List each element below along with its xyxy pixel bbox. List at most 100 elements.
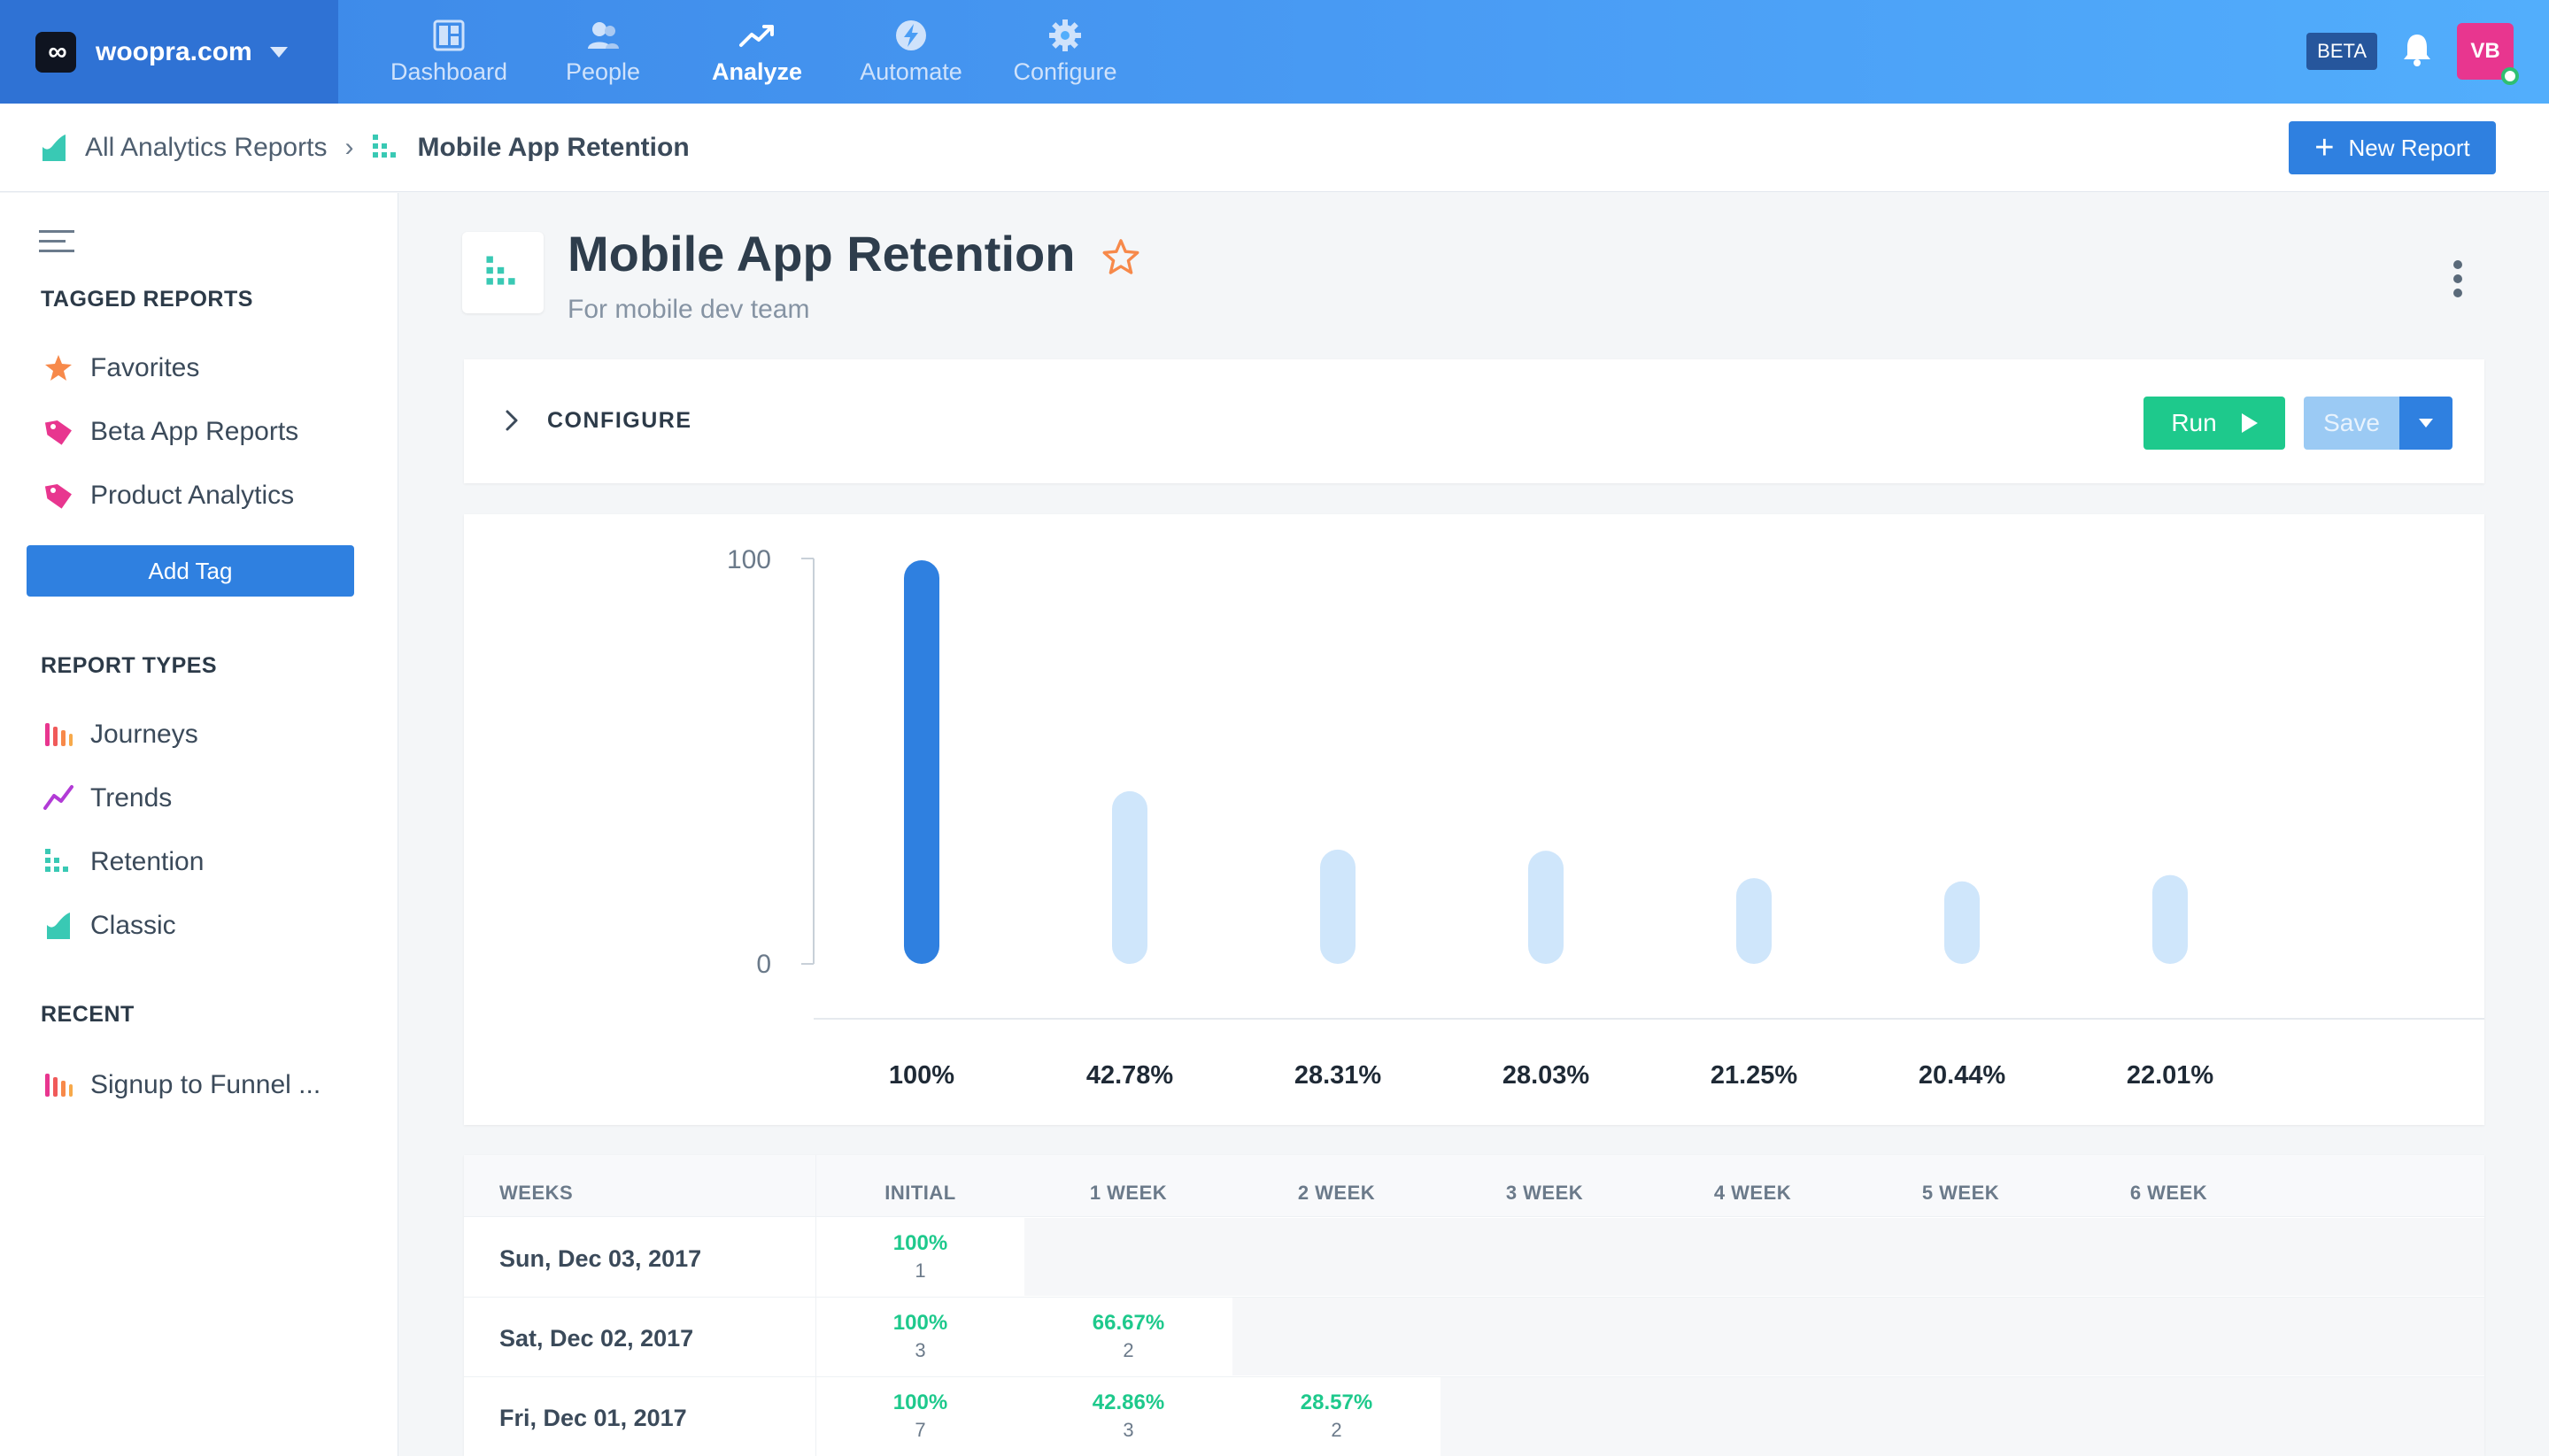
y-tick-label: 0 — [756, 950, 771, 979]
nav-dashboard[interactable]: Dashboard — [372, 0, 526, 104]
retention-chart: 100 0 100% 42.78% 28.31% 28.03% 21.25% 20.44% 22… — [464, 514, 2484, 1125]
column-header: 1 WEEK — [1089, 1182, 1168, 1204]
chart-bar — [1528, 851, 1564, 964]
star-icon — [41, 351, 76, 386]
favorite-star-icon[interactable] — [1101, 237, 1140, 281]
page-title: Mobile App Retention — [568, 226, 1076, 281]
table-cell[interactable]: 100% 1 — [816, 1218, 1024, 1296]
column-header: INITIAL — [884, 1182, 956, 1204]
nav-automate[interactable]: Automate — [834, 0, 988, 104]
sidebar-item-label: Beta App Reports — [90, 417, 299, 446]
user-avatar[interactable]: VB — [2457, 23, 2519, 85]
new-report-label: New Report — [2348, 134, 2470, 161]
sidebar-item-label: Classic — [90, 911, 176, 940]
add-tag-button[interactable]: Add Tag — [27, 545, 354, 597]
column-header: 3 WEEK — [1505, 1182, 1584, 1204]
table-cell[interactable]: 42.86% 3 — [1024, 1377, 1232, 1455]
people-icon — [586, 18, 620, 53]
empty-cell-area — [1024, 1218, 2484, 1296]
cell-percent: 100% — [892, 1391, 948, 1414]
sidebar-item-journeys[interactable]: Journeys — [41, 717, 198, 752]
sidebar-item-label: Favorites — [90, 353, 200, 382]
configure-panel: CONFIGURE Run Save — [464, 359, 2484, 483]
breadcrumb-separator: › — [344, 132, 354, 162]
nav-analyze[interactable]: Analyze — [680, 0, 834, 104]
bolt-icon — [894, 18, 928, 53]
cell-count: 3 — [1123, 1419, 1134, 1441]
run-button[interactable]: Run — [2143, 397, 2285, 450]
cell-percent: 100% — [892, 1231, 948, 1255]
row-divider — [464, 1376, 2484, 1377]
beta-badge[interactable]: BETA — [2306, 33, 2377, 70]
sidebar-item-beta-app-reports[interactable]: Beta App Reports — [41, 414, 298, 450]
table-cell[interactable]: 66.67% 2 — [1024, 1298, 1232, 1375]
sidebar-item-retention[interactable]: Retention — [41, 844, 204, 880]
sidebar-item-favorites[interactable]: Favorites — [41, 351, 199, 386]
y-tick-label: 100 — [727, 545, 771, 574]
bar-value-label: 42.78% — [1086, 1061, 1174, 1090]
sidebar-item-label: Signup to Funnel ... — [90, 1070, 321, 1099]
classic-icon — [41, 908, 76, 944]
sidebar-item-classic[interactable]: Classic — [41, 908, 176, 944]
nav-people[interactable]: People — [526, 0, 680, 104]
cell-percent: 66.67% — [1092, 1311, 1165, 1335]
chart-bar — [904, 560, 939, 964]
table-cell[interactable]: 28.57% 2 — [1232, 1377, 1441, 1455]
cell-count: 7 — [915, 1419, 926, 1441]
breadcrumb-current: Mobile App Retention — [417, 132, 690, 162]
sidebar-item-product-analytics[interactable]: Product Analytics — [41, 478, 294, 513]
gear-icon — [1048, 18, 1082, 53]
account-name: woopra.com — [96, 36, 252, 66]
sidebar-item-label: Journeys — [90, 720, 198, 749]
account-switcher[interactable]: ∞ woopra.com — [0, 0, 338, 104]
tag-icon — [41, 478, 76, 513]
row-date: Fri, Dec 01, 2017 — [499, 1405, 687, 1431]
row-divider — [464, 1297, 2484, 1298]
empty-cell-area — [1232, 1298, 2484, 1375]
hamburger-menu-icon[interactable] — [39, 230, 74, 258]
chevron-right-icon[interactable] — [505, 409, 519, 436]
cell-count: 1 — [915, 1260, 926, 1282]
save-dropdown-button[interactable] — [2399, 397, 2452, 450]
bell-icon[interactable] — [2402, 33, 2432, 71]
journeys-icon — [41, 717, 76, 752]
play-icon — [2241, 413, 2258, 433]
cell-percent: 42.86% — [1092, 1391, 1165, 1414]
bar-value-label: 22.01% — [2127, 1061, 2214, 1090]
avatar-initials: VB — [2470, 39, 2500, 63]
online-status-dot — [2501, 67, 2519, 85]
page-subtitle: For mobile dev team — [568, 295, 810, 324]
more-options-icon[interactable] — [2452, 259, 2463, 303]
report-types-heading: REPORT TYPES — [41, 653, 218, 678]
retention-table: WEEKS INITIAL 1 WEEK 2 WEEK 3 WEEK 4 WEE… — [464, 1155, 2484, 1456]
caret-down-icon — [269, 46, 288, 58]
column-header: 6 WEEK — [2129, 1182, 2208, 1204]
sidebar-item-label: Retention — [90, 847, 205, 876]
table-cell[interactable]: 100% 3 — [816, 1298, 1024, 1375]
row-date: Sun, Dec 03, 2017 — [499, 1245, 702, 1272]
chart-bar — [1736, 878, 1772, 964]
column-header-weeks: WEEKS — [499, 1182, 574, 1204]
chart-bar — [1320, 849, 1356, 964]
table-cell[interactable]: 100% 7 — [816, 1377, 1024, 1455]
bar-value-label: 21.25% — [1711, 1061, 1798, 1090]
bar-value-label: 28.31% — [1294, 1061, 1382, 1090]
save-button[interactable]: Save — [2304, 397, 2399, 450]
top-navigation-bar: ∞ woopra.com Dashboard People Analyze — [0, 0, 2549, 104]
sidebar-item-trends[interactable]: Trends — [41, 781, 172, 816]
nav-analyze-label: Analyze — [711, 58, 803, 85]
nav-configure[interactable]: Configure — [988, 0, 1142, 104]
breadcrumb-root[interactable]: All Analytics Reports — [85, 132, 328, 162]
sidebar: TAGGED REPORTS Favorites Beta App Report… — [0, 193, 398, 1456]
recent-heading: RECENT — [41, 1002, 135, 1027]
new-report-button[interactable]: + New Report — [2289, 121, 2496, 174]
column-header: 4 WEEK — [1713, 1182, 1792, 1204]
nav-configure-label: Configure — [1013, 58, 1117, 85]
cell-count: 2 — [1123, 1339, 1134, 1361]
bar-value-label: 100% — [889, 1061, 954, 1090]
cell-percent: 100% — [892, 1311, 948, 1335]
retention-bar-chart: 100 0 100% 42.78% 28.31% 28.03% 21.25% 20.44% 22… — [727, 545, 2484, 1090]
configure-toggle[interactable]: CONFIGURE — [547, 408, 692, 433]
sidebar-item-recent-signup-funnel[interactable]: Signup to Funnel ... — [41, 1067, 321, 1103]
dashboard-icon — [433, 18, 465, 53]
